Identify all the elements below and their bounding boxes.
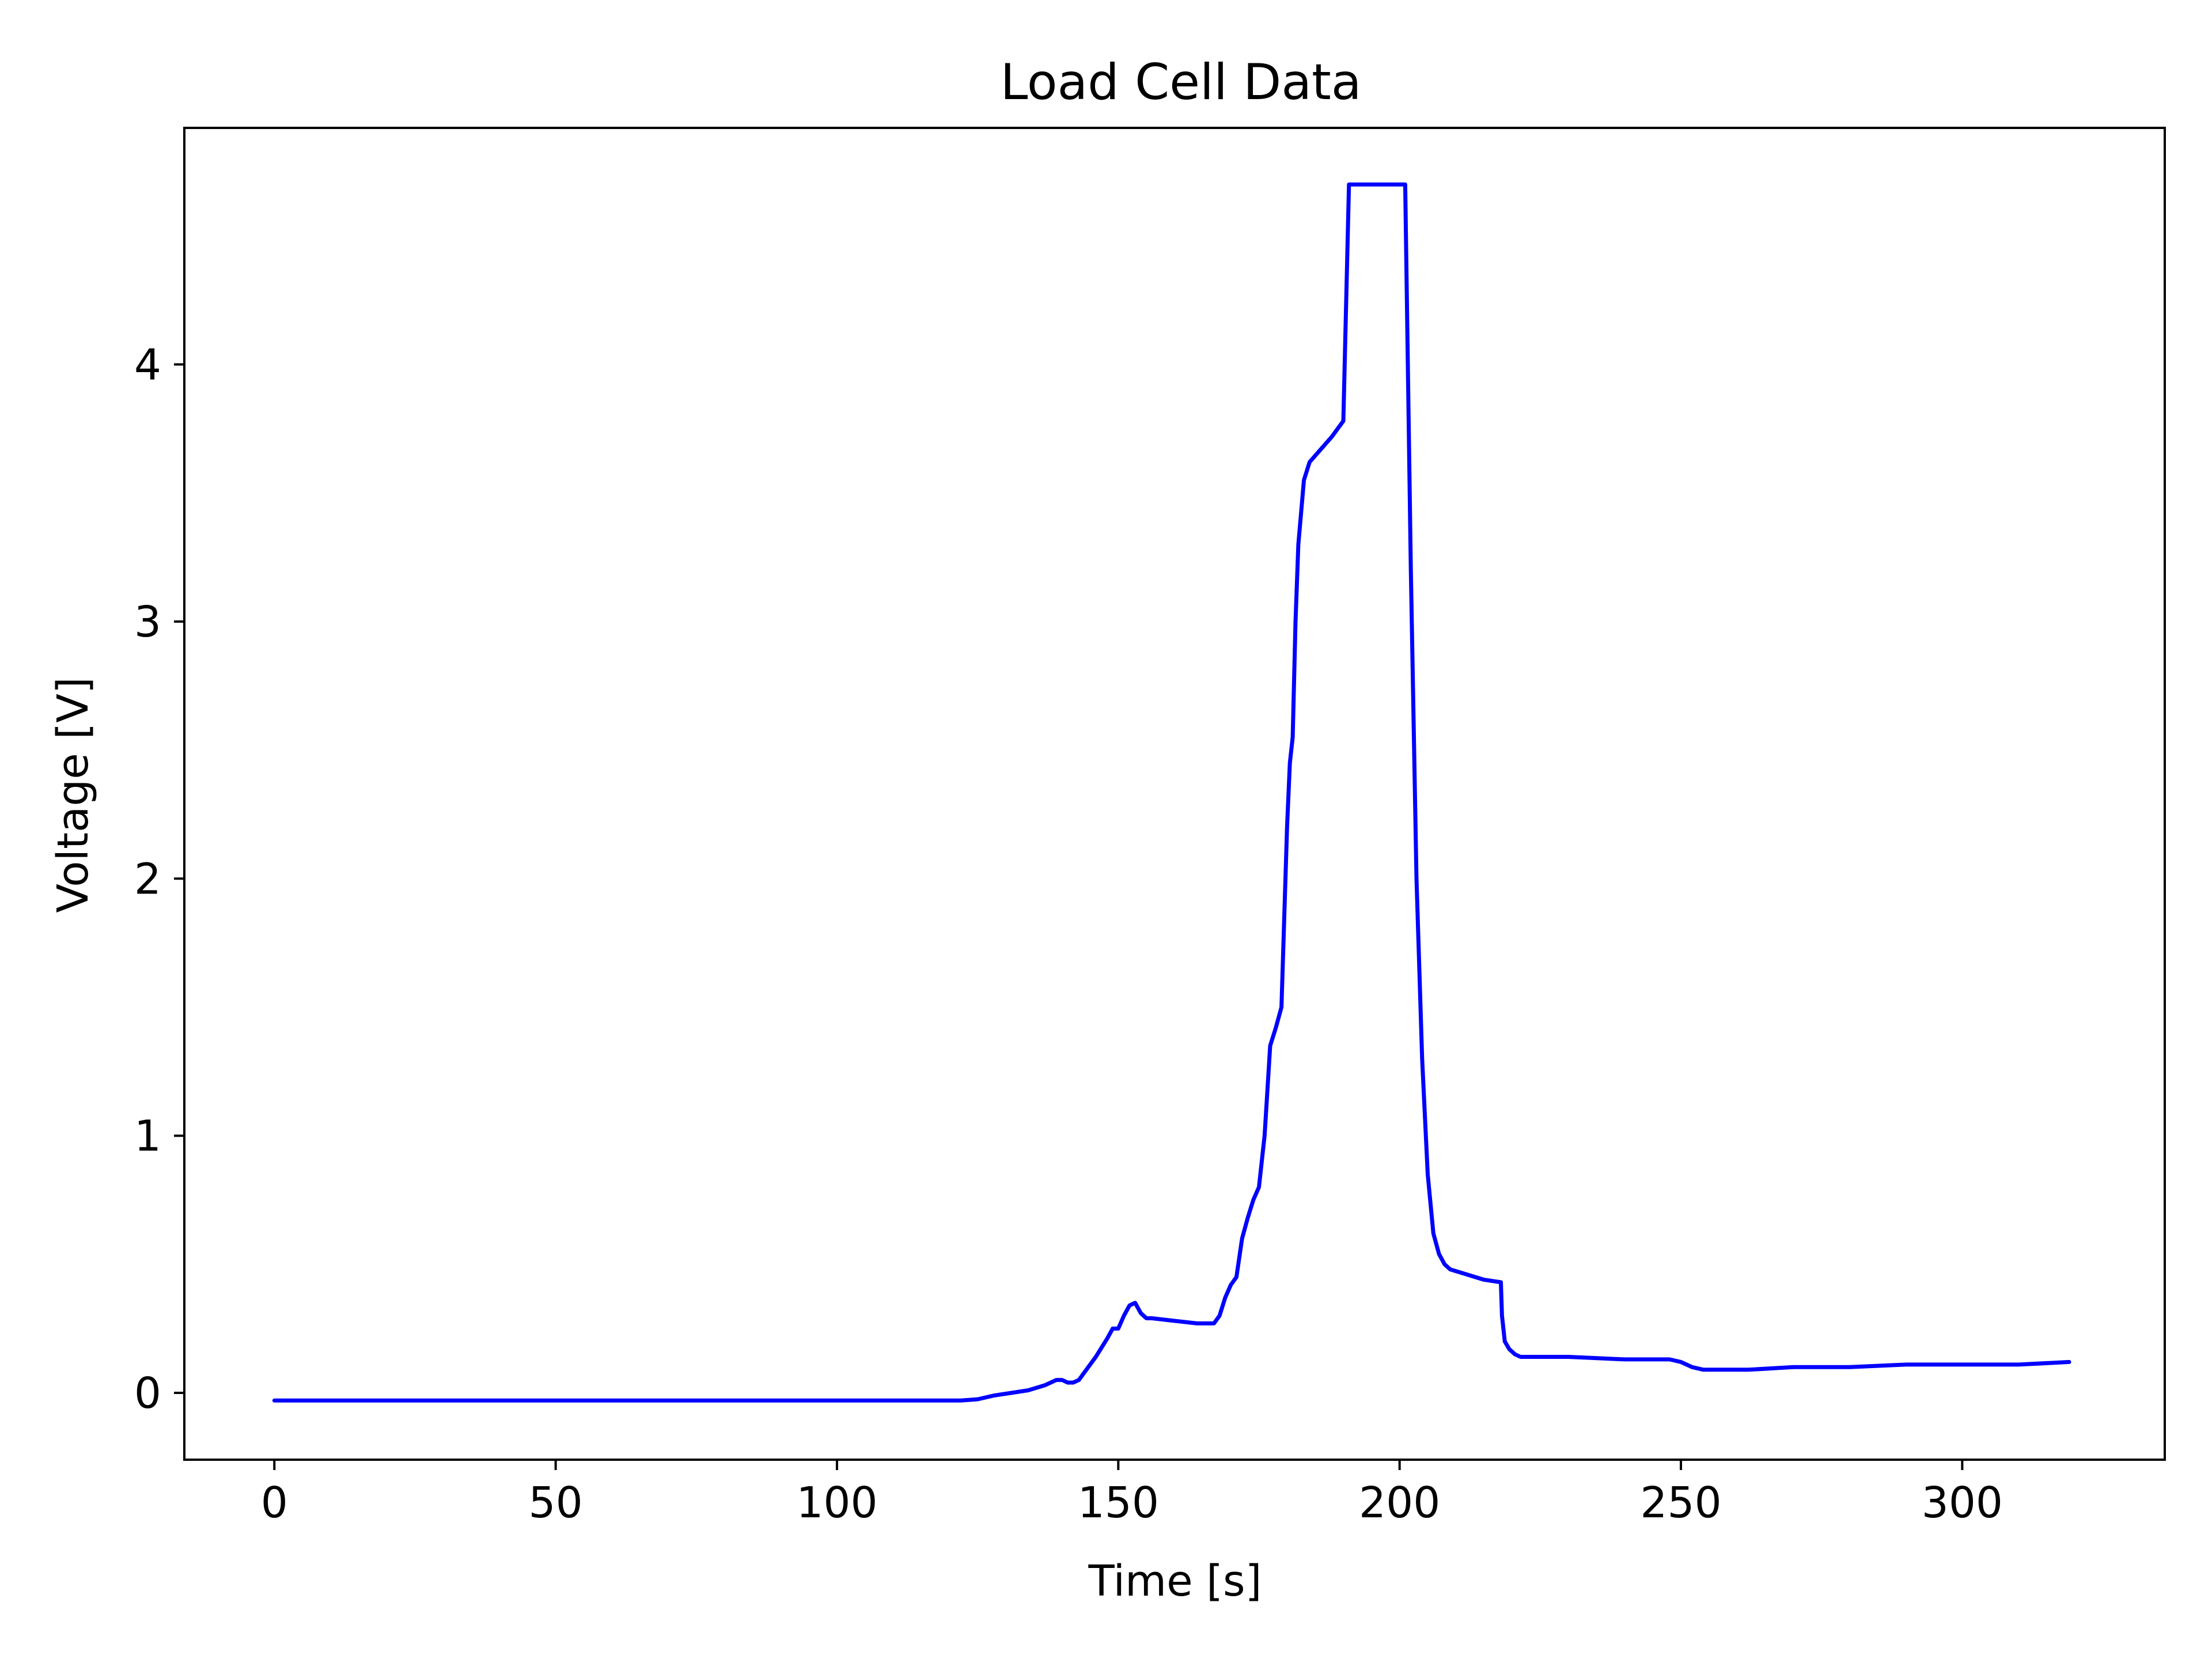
voltage-series-line <box>272 182 2071 1403</box>
plot-area-frame <box>183 127 2166 1461</box>
y-tick-label: 1 <box>134 1112 161 1161</box>
y-axis: 0 1 2 3 4 <box>134 340 184 1418</box>
x-tick-label: 50 <box>529 1478 583 1528</box>
y-axis-label: Voltage [V] <box>48 677 98 912</box>
x-tick-label: 250 <box>1640 1478 1721 1528</box>
x-axis: 0 50 100 150 200 250 300 <box>261 1460 2003 1528</box>
x-tick-label: 100 <box>796 1478 877 1528</box>
y-tick-label: 0 <box>134 1369 161 1418</box>
x-tick-label: 200 <box>1359 1478 1440 1528</box>
y-tick-label: 2 <box>134 854 161 904</box>
x-tick-label: 300 <box>1922 1478 2003 1528</box>
x-axis-label: Time [s] <box>1088 1556 1262 1606</box>
y-tick-label: 3 <box>134 597 161 647</box>
x-tick-label: 150 <box>1078 1478 1159 1528</box>
x-tick-label: 0 <box>261 1478 288 1528</box>
y-tick-label: 4 <box>134 340 161 390</box>
chart-title: Load Cell Data <box>1000 54 1361 111</box>
